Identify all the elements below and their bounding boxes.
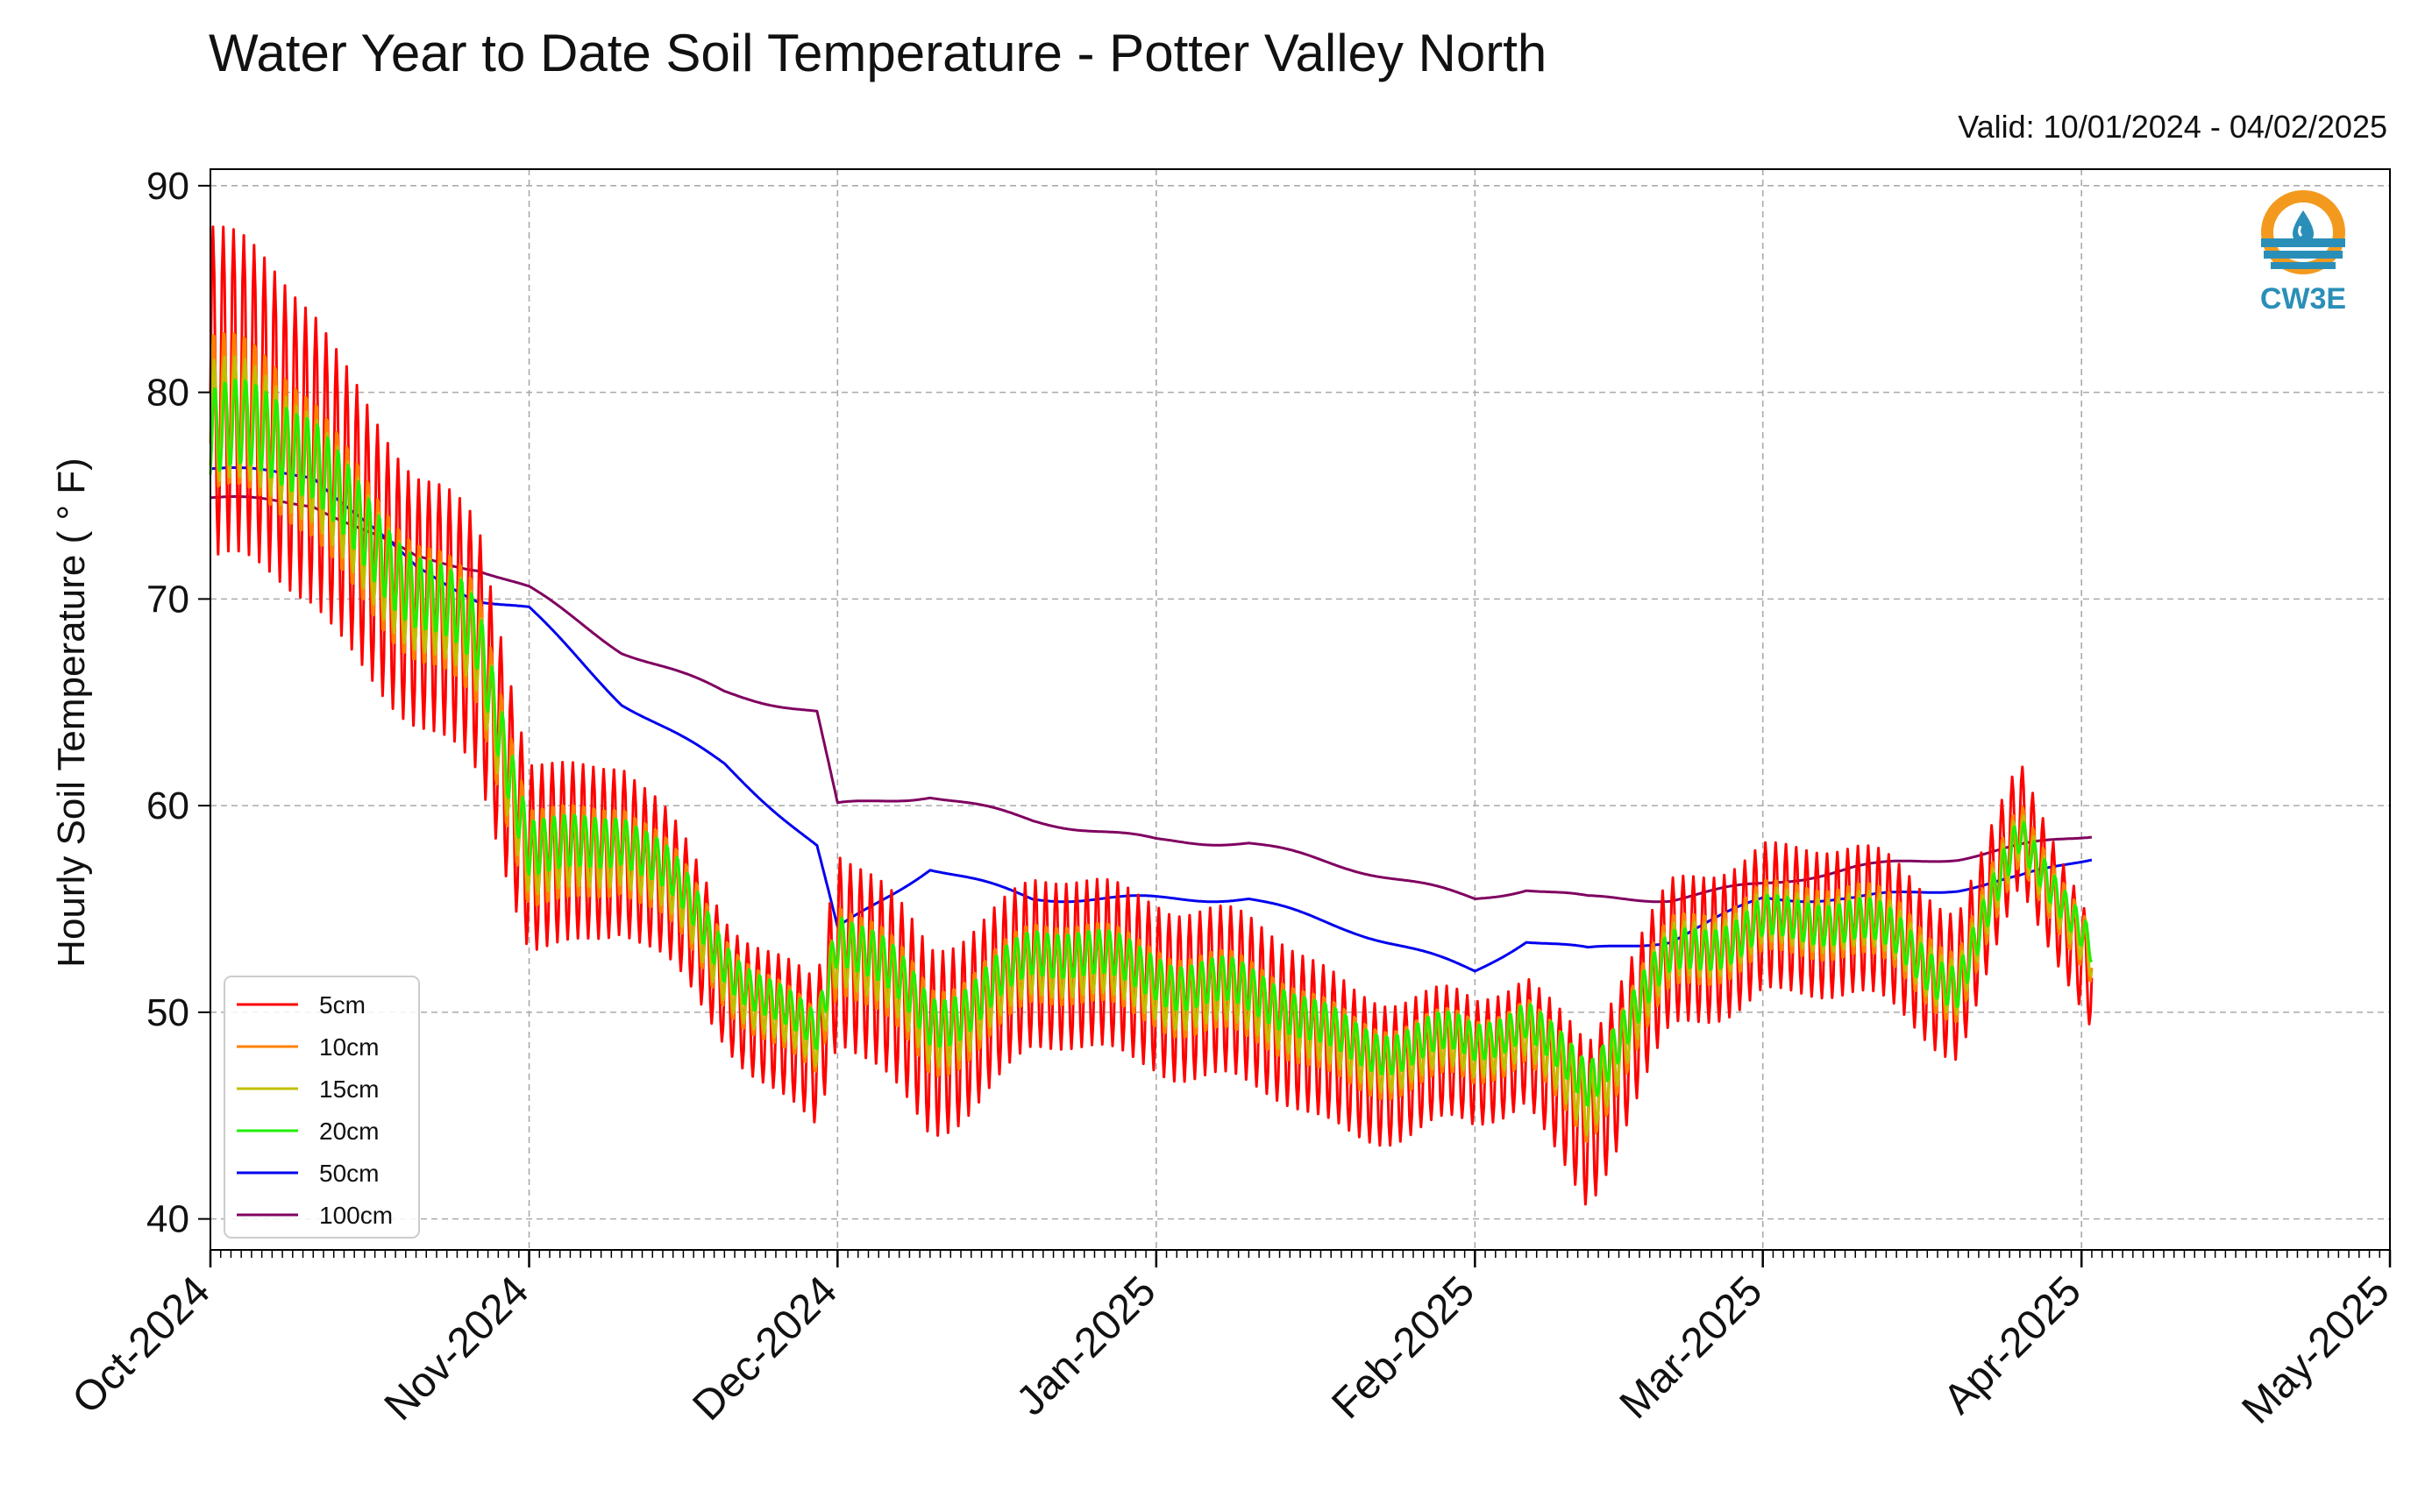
x-tick-label: Dec-2024 bbox=[684, 1267, 846, 1430]
x-tick-label: Apr-2025 bbox=[1935, 1267, 2090, 1423]
y-tick-label: 40 bbox=[146, 1198, 189, 1241]
legend-label-100cm: 100cm bbox=[319, 1202, 393, 1229]
cw3e-logo-icon bbox=[2261, 190, 2345, 274]
x-axis: Oct-2024 Nov-2024 Dec-2024 Jan-2025 Feb-2025… bbox=[64, 1250, 2399, 1433]
legend-label-20cm: 20cm bbox=[319, 1118, 379, 1145]
y-tick-label: 60 bbox=[146, 784, 189, 827]
y-tick-label: 90 bbox=[146, 165, 189, 208]
y-tick-label: 80 bbox=[146, 372, 189, 415]
valid-range: Valid: 10/01/2024 - 04/02/2025 bbox=[1958, 109, 2387, 145]
grid bbox=[210, 169, 2391, 1250]
y-axis-label: Hourly Soil Temperature ( ° F) bbox=[50, 458, 93, 968]
legend-label-15cm: 15cm bbox=[319, 1075, 379, 1103]
plot-frame bbox=[210, 168, 2391, 1251]
legend-label-50cm: 50cm bbox=[319, 1160, 379, 1187]
y-axis: 40 50 60 70 80 90 bbox=[146, 165, 210, 1241]
cw3e-logo: CW3E bbox=[2255, 184, 2351, 316]
chart-title: Water Year to Date Soil Temperature - Po… bbox=[209, 24, 1547, 82]
legend: 5cm 10cm 15cm 20cm 50cm 100cm bbox=[224, 976, 420, 1239]
legend-label-10cm: 10cm bbox=[319, 1033, 379, 1061]
cw3e-logo-text: CW3E bbox=[2259, 282, 2347, 316]
legend-label-5cm: 5cm bbox=[319, 991, 366, 1019]
series-lines bbox=[209, 225, 2094, 1206]
series-line-20cm bbox=[209, 379, 2094, 1107]
x-tick-label: Mar-2025 bbox=[1611, 1267, 1772, 1428]
x-tick-label: Oct-2024 bbox=[64, 1267, 219, 1423]
y-tick-label: 50 bbox=[146, 991, 189, 1034]
x-tick-label: May-2025 bbox=[2233, 1267, 2398, 1432]
x-tick-label: Nov-2024 bbox=[376, 1267, 538, 1430]
y-tick-label: 70 bbox=[146, 578, 189, 621]
x-tick-label: Feb-2025 bbox=[1323, 1267, 1483, 1428]
x-tick-label: Jan-2025 bbox=[1008, 1267, 1165, 1424]
